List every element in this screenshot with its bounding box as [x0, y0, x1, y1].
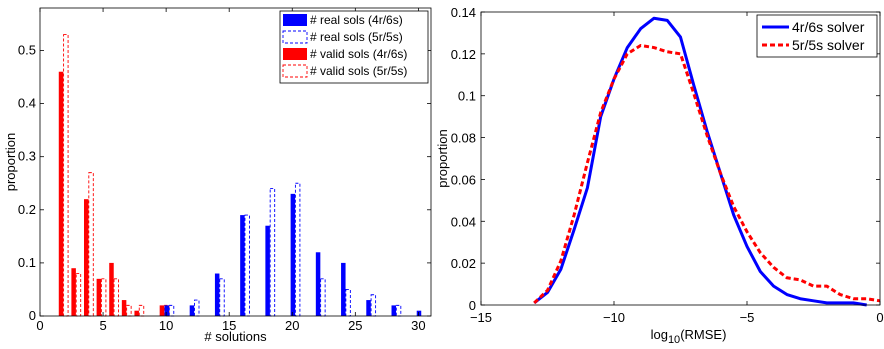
legend-swatch-2 [282, 30, 308, 44]
y-axis-label: proportion [3, 133, 18, 192]
x2-axis-label: log10(RMSE) [651, 327, 727, 346]
bar-3-7 [121, 300, 127, 316]
y-tick-label-0.3: 0.3 [18, 149, 36, 164]
axes-box-2 [480, 11, 881, 306]
legend-swatch-4 [282, 64, 308, 78]
bar-4-2 [63, 34, 69, 317]
bar-3-5 [96, 278, 102, 316]
bar-3-2 [58, 71, 64, 316]
x2-tick-label-2: −5 [740, 310, 755, 325]
y-tick-label-0.2: 0.2 [18, 202, 36, 217]
series-line-1 [533, 16, 867, 307]
bar-2-20 [294, 182, 301, 317]
y2-tick-label-4: 0.08 [451, 131, 476, 146]
bar-3-8 [134, 310, 139, 316]
rmse-line-chart: −15 −10 −5 0 0 0.02 0.04 0.06 0.08 0.1 0.12 0.14 log… [435, 5, 884, 346]
bar-1-12 [189, 305, 195, 316]
x-tick-label-15: 15 [222, 318, 236, 333]
x2-tick-label-1: −10 [603, 310, 625, 325]
bar-1-28 [391, 305, 397, 316]
bar-1-24 [341, 262, 346, 316]
bar-3-10 [159, 305, 165, 316]
bar-4-5 [100, 278, 107, 317]
bar-3-4 [84, 199, 89, 316]
legend-swatch-3 [283, 48, 307, 60]
y2-tick-label-5: 0.1 [458, 89, 476, 104]
x-axis-label: # solutions [204, 329, 267, 344]
bar-1-16 [240, 215, 245, 316]
x2-axis-label-sub: 10 [668, 334, 680, 346]
bar-2-18 [269, 188, 276, 317]
bar-1-14 [214, 273, 220, 316]
bar-1-26 [366, 300, 371, 316]
x2-axis-label-rest: (RMSE) [680, 327, 726, 342]
x-tick-label-5: 5 [99, 318, 106, 333]
x-tick-label-30: 30 [411, 318, 425, 333]
legend2-label-2: 5r/5s solver [792, 37, 865, 53]
legend-box-2 [756, 14, 878, 58]
y2-tick-label-7: 0.14 [451, 5, 476, 20]
y2-tick-label-1: 0.02 [451, 256, 476, 271]
legend-label-1: # real sols (4r/6s) [310, 13, 403, 27]
legend-label-4: # valid sols (5r/5s) [310, 64, 407, 78]
y-tick-label-0.1: 0.1 [18, 255, 36, 270]
legend2-label-1: 4r/6s solver [792, 19, 865, 35]
bar-1-20 [290, 193, 296, 316]
x-tick-label-10: 10 [159, 318, 173, 333]
x2-tick-label-3: 0 [876, 310, 883, 325]
y2-tick-label-6: 0.12 [451, 47, 476, 62]
bar-3-6 [109, 262, 114, 316]
bar-2-14 [219, 278, 225, 317]
y2-tick-label-2: 0.04 [451, 214, 476, 229]
y-tick-label-0: 0 [29, 308, 36, 323]
bar-1-22 [315, 252, 321, 316]
y-tick-label-0.5: 0.5 [18, 42, 36, 57]
x2-tick-label-0: −15 [470, 310, 492, 325]
histogram-chart: 0 5 10 15 20 25 30 0 0.1 0.2 0.3 0.4 0.5 # solutions p… [3, 7, 432, 344]
bar-3-3 [71, 268, 76, 316]
plot-area-2 [481, 12, 880, 305]
x-tick-label-25: 25 [348, 318, 362, 333]
series-line-2 [533, 43, 881, 305]
bar-2-22 [320, 278, 326, 317]
y2-tick-label-3: 0.06 [451, 172, 476, 187]
bar-1-10 [164, 305, 169, 316]
x2-axis-label-base: log [651, 327, 668, 342]
y2-tick-label-0: 0 [469, 298, 476, 313]
legend-label-2: # real sols (5r/5s) [310, 30, 403, 44]
axes-box [39, 7, 432, 317]
y-tick-label-0.4: 0.4 [18, 96, 36, 111]
bar-4-6 [113, 278, 119, 317]
bar-1-18 [265, 225, 270, 316]
x-tick-label-0: 0 [36, 318, 43, 333]
x-tick-label-20: 20 [285, 318, 299, 333]
bar-1-30 [416, 310, 422, 316]
legend-swatch-1 [283, 14, 307, 26]
y2-axis-label: proportion [435, 129, 450, 188]
bar-4-3 [75, 273, 82, 317]
legend-label-3: # valid sols (4r/6s) [310, 47, 407, 61]
bar-2-24 [345, 289, 351, 317]
